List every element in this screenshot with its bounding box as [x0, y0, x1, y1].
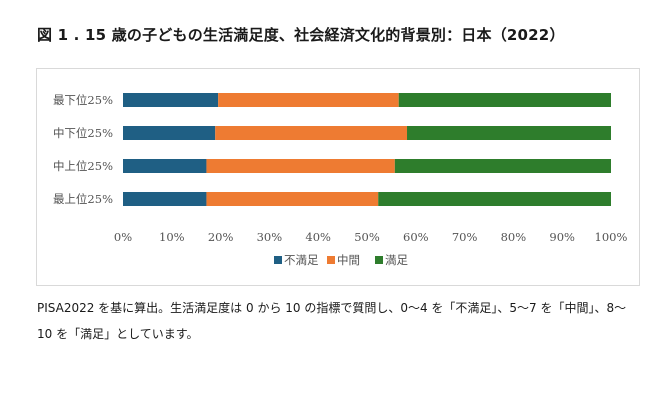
- legend-label: 満足: [385, 253, 408, 267]
- x-tick-label: 20%: [208, 230, 234, 244]
- x-tick-label: 80%: [501, 230, 527, 244]
- legend-swatch: [274, 256, 282, 264]
- category-label: 中上位25%: [53, 159, 113, 173]
- legend-swatch: [327, 256, 335, 264]
- bar-segment-middle: [206, 192, 379, 206]
- x-tick-label: 90%: [549, 230, 575, 244]
- x-tick-label: 40%: [305, 230, 331, 244]
- x-tick-label: 100%: [595, 230, 628, 244]
- bar-segment-satisfied: [407, 126, 611, 140]
- x-tick-label: 10%: [159, 230, 185, 244]
- bar-segment-satisfied: [378, 192, 611, 206]
- bar-segment-middle: [206, 159, 395, 173]
- legend-label: 不満足: [284, 253, 319, 267]
- legend: 不満足 中間 満足: [274, 253, 408, 267]
- bar-segment-dissatisfied: [123, 126, 216, 140]
- category-label: 最下位25%: [53, 93, 113, 107]
- legend-swatch: [375, 256, 383, 264]
- figure-caption: PISA2022 を基に算出。生活満足度は 0 から 10 の指標で質問し、0〜…: [37, 301, 627, 341]
- figure-title: 図 1 . 15 歳の子どもの生活満足度、社会経済文化的背景別：日本（2022）: [37, 26, 565, 44]
- x-axis: 0% 10% 20% 30% 40% 50% 60% 70% 80% 90% 100%: [114, 230, 628, 244]
- x-tick-label: 60%: [403, 230, 429, 244]
- category-label: 最上位25%: [53, 192, 113, 206]
- bars-layer: [123, 93, 611, 206]
- bar-segment-dissatisfied: [123, 159, 207, 173]
- bar-segment-dissatisfied: [123, 93, 219, 107]
- category-label: 中下位25%: [53, 126, 113, 140]
- bar-segment-middle: [218, 93, 399, 107]
- bar-segment-satisfied: [394, 159, 611, 173]
- chart-frame: 最下位25% 中下位25% 中上位25% 最上位25% 0% 10% 20% 30% 40% 5…: [36, 68, 640, 286]
- category-labels: 最下位25% 中下位25% 中上位25% 最上位25%: [53, 93, 113, 206]
- x-tick-label: 0%: [114, 230, 132, 244]
- x-tick-label: 50%: [354, 230, 380, 244]
- legend-label: 中間: [337, 253, 360, 267]
- x-tick-label: 30%: [257, 230, 283, 244]
- bar-segment-satisfied: [398, 93, 611, 107]
- bar-segment-middle: [215, 126, 408, 140]
- x-tick-label: 70%: [452, 230, 478, 244]
- stacked-bar-chart: 最下位25% 中下位25% 中上位25% 最上位25% 0% 10% 20% 30% 40% 5…: [53, 93, 628, 267]
- bar-segment-dissatisfied: [123, 192, 207, 206]
